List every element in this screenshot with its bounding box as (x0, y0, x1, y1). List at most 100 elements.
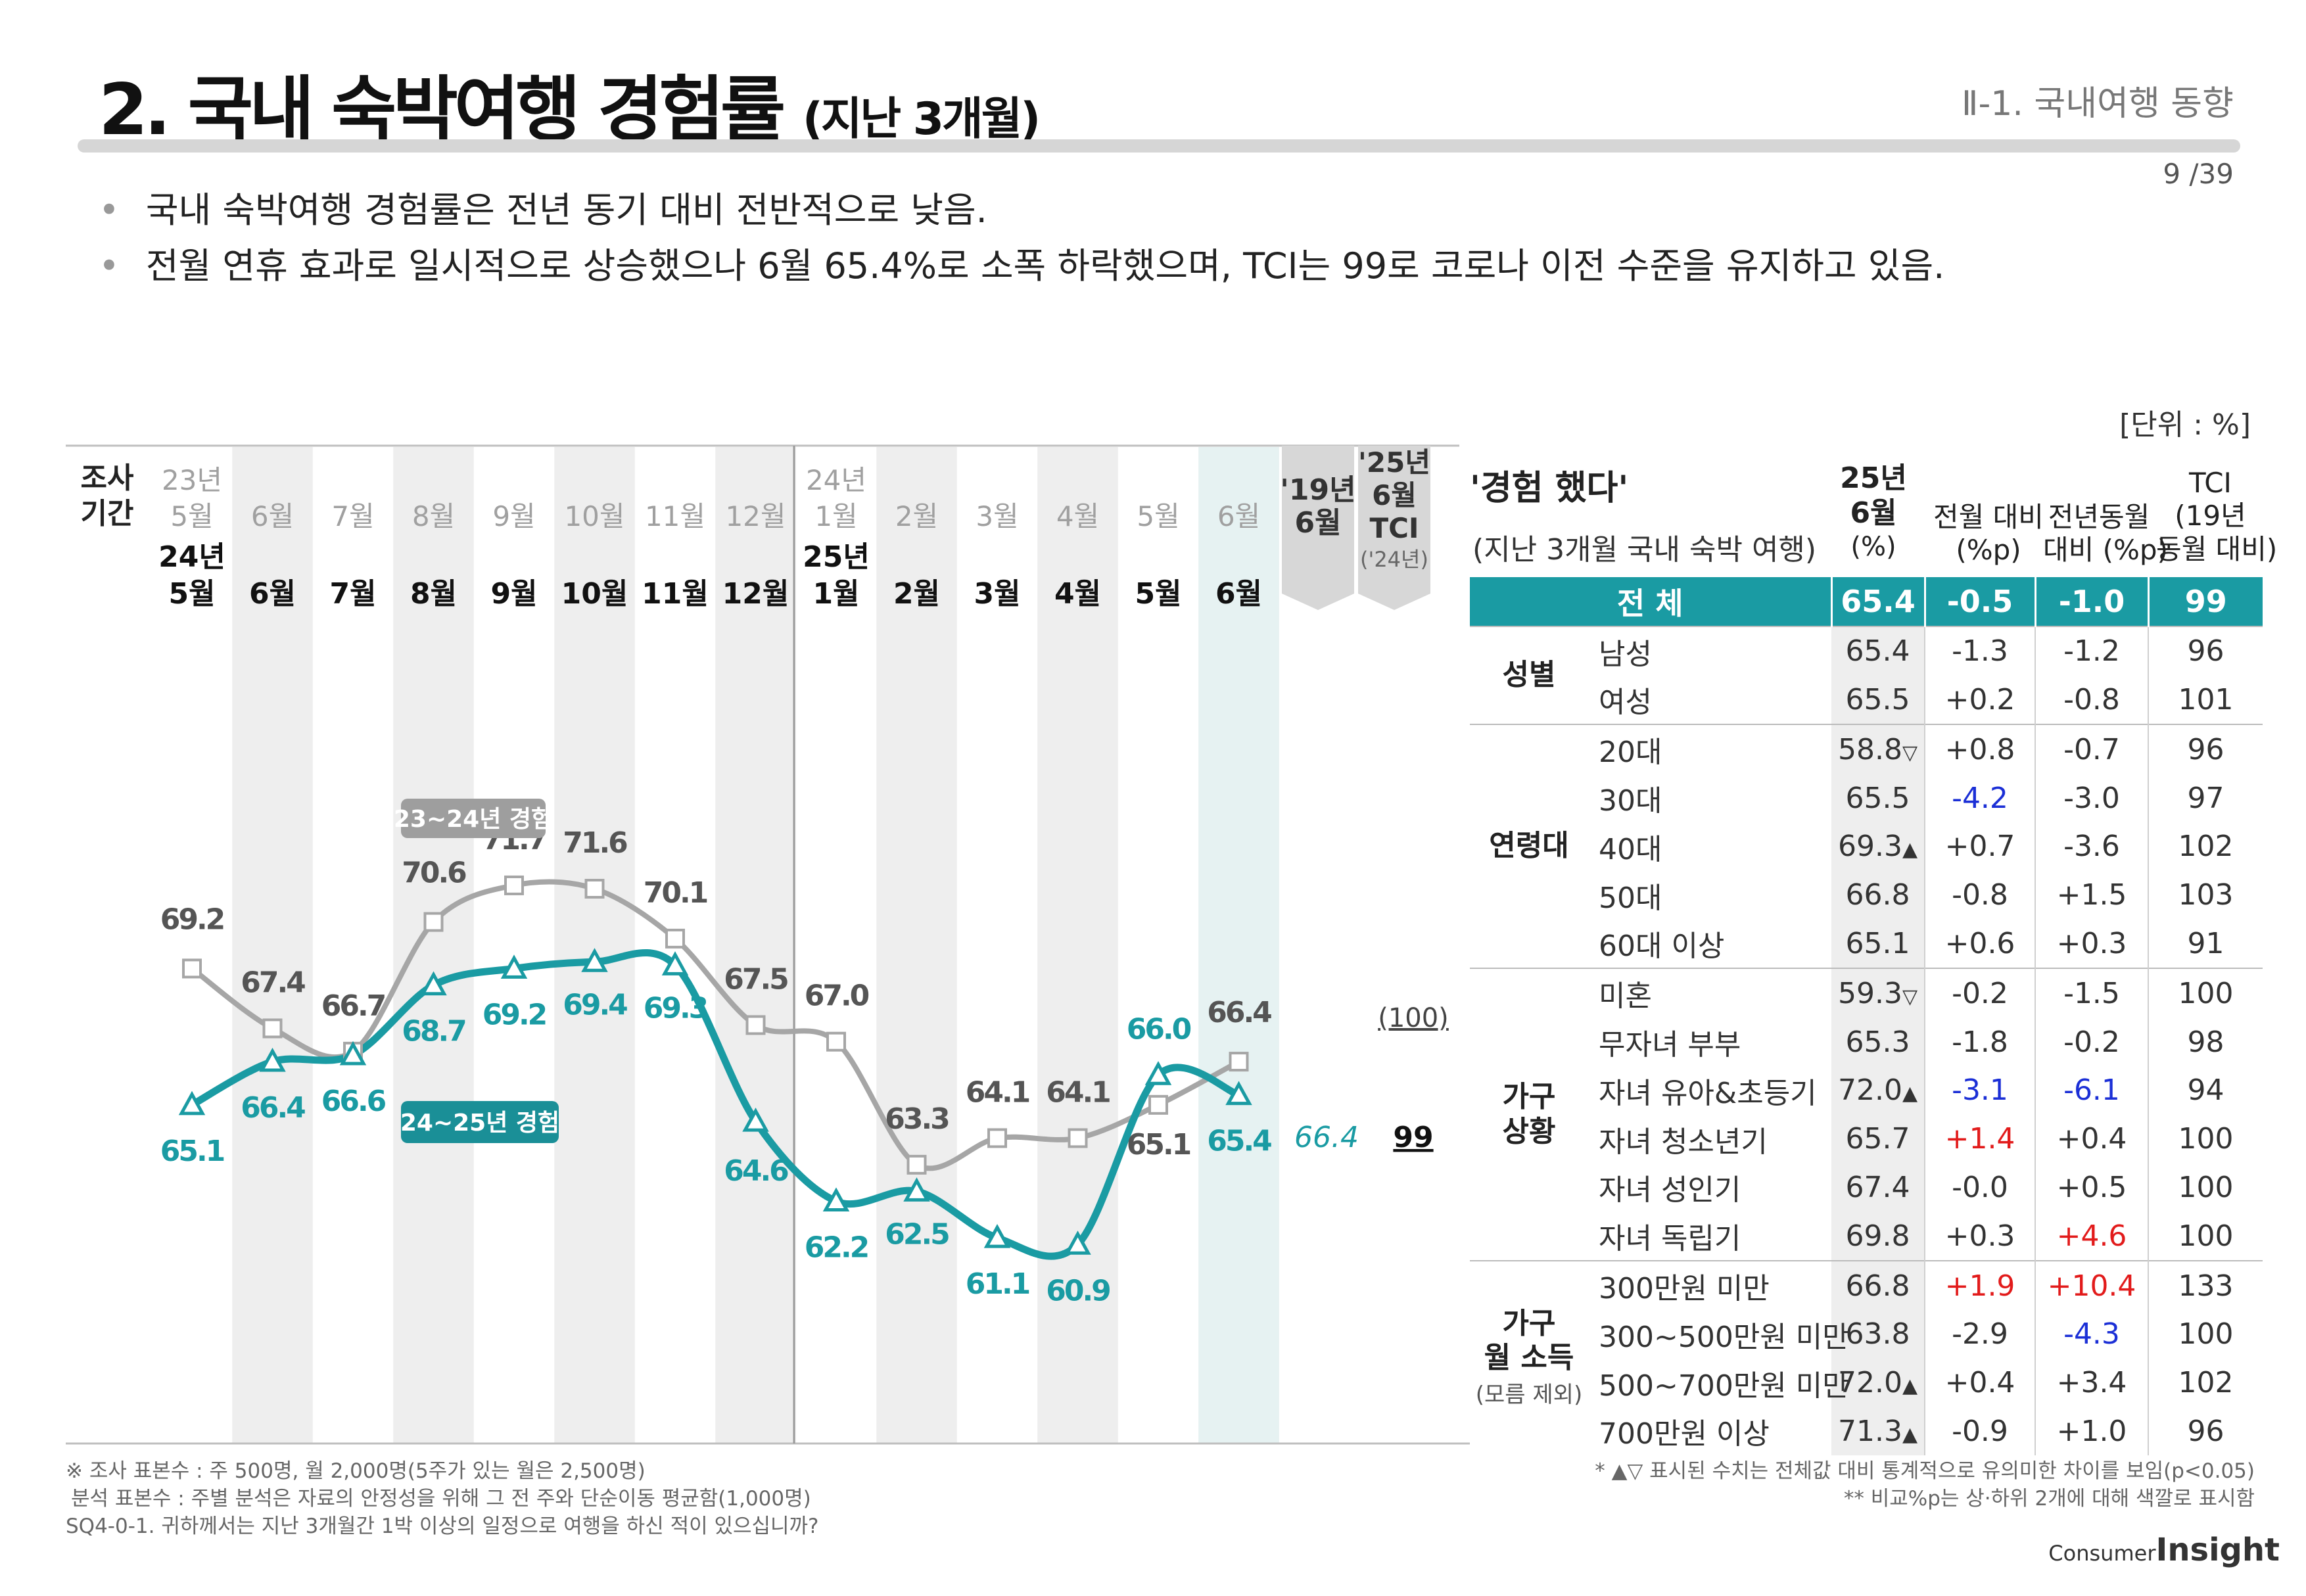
curr-point (178, 1091, 206, 1115)
row-tci: 102 (2148, 1358, 2263, 1407)
prev-point (182, 958, 202, 979)
legend-curr-label: 24~25년 경험 (400, 1110, 559, 1137)
month-band-highlight (1198, 447, 1279, 1443)
row-label: 자녀 독립기 (1599, 1222, 1741, 1256)
row-mom: -0.8 (1924, 870, 2035, 920)
row-tci: 96 (2148, 724, 2263, 774)
prev-data-label: 63.3 (885, 1102, 949, 1136)
curr-month-tick: 12월 (722, 577, 789, 611)
row-value: 65.5 (1831, 774, 1925, 822)
brand-logo: ConsumerInsight (2048, 1532, 2280, 1568)
prev-month-tick: 9월 (492, 500, 535, 532)
row-yoy: -3.6 (2035, 822, 2148, 871)
prev-month-tick: 11월 (645, 500, 705, 532)
bullet-1: • 국내 숙박여행 경험률은 전년 동기 대비 전반적으로 낮음. (99, 189, 987, 231)
ref-19-label-1: '19년 (1280, 473, 1355, 507)
row-tci: 96 (2148, 625, 2263, 676)
prev-point (906, 1154, 927, 1175)
th-yoy: 전년동월 대비 (%p) (2043, 501, 2168, 567)
curr-point (500, 954, 528, 979)
curr-month-tick: 5월 (1135, 577, 1181, 611)
curr-point (1144, 1061, 1172, 1085)
footnote-right-1: * ▲▽ 표시된 수치는 전체값 대비 통계적으로 유의미한 차이를 보임(p<… (1595, 1459, 2255, 1483)
ref-col-bg-2 (1358, 446, 1430, 594)
prev-data-label: 70.6 (402, 857, 466, 890)
row-mom: +0.6 (1924, 919, 2035, 969)
row-tci: 102 (2148, 822, 2263, 871)
legend-prev: 23~24년 경험 (394, 799, 553, 838)
row-tci: 100 (2148, 1309, 2263, 1359)
curr-point (903, 1177, 930, 1202)
prev-point (423, 912, 444, 932)
tci-value: 99 (1393, 1121, 1433, 1154)
prev-data-label: 67.4 (241, 966, 305, 999)
ref-tci-label-3: TCI (1369, 512, 1419, 544)
row-value: 72.0▲ (1831, 1358, 1925, 1407)
row-yoy: -3.0 (2035, 774, 2148, 822)
row-value: 65.1 (1831, 919, 1925, 969)
row-value: 63.8 (1831, 1309, 1925, 1359)
prev-point (826, 1031, 846, 1052)
row-mom: +1.9 (1924, 1260, 2035, 1310)
legend-prev-label: 23~24년 경험 (394, 806, 553, 833)
table-row: 자녀 청소년기 65.7 +1.4 +0.4 100 (1470, 1114, 2263, 1163)
row-label: 40대 (1599, 832, 1662, 866)
month-band (232, 447, 313, 1443)
th-tci: TCI (19년 동월 대비) (2156, 467, 2278, 565)
curr-month-tick: 2월 (893, 577, 940, 611)
prev-point (584, 879, 605, 899)
prev-data-label: 70.1 (644, 876, 707, 910)
th-mom: 전월 대비 (%p) (1933, 501, 2044, 567)
group-household: 가구 상황 (1470, 968, 1588, 1261)
table-row: 60대 이상 65.1 +0.6 +0.3 91 (1470, 919, 2263, 969)
row-label: 자녀 유아&초등기 (1599, 1076, 1817, 1110)
table-row-total: 전 체 65.4 -0.5 -1.0 99 (1470, 577, 2263, 626)
row-yoy: +0.3 (2035, 919, 2148, 969)
row-value: 69.8 (1831, 1211, 1925, 1261)
row-label: 미혼 (1588, 968, 1831, 1018)
prev-data-label: 64.1 (1046, 1075, 1110, 1109)
table-row: 자녀 성인기 67.4 -0.0 +0.5 100 (1470, 1163, 2263, 1212)
row-yoy: +1.5 (2035, 870, 2148, 920)
prev-data-label: 71.6 (563, 826, 627, 860)
row-yoy: +0.5 (2035, 1163, 2148, 1212)
row-label: 300~500만원 미만 (1599, 1320, 1849, 1354)
ref-col-bg-1 (1282, 446, 1354, 594)
prev-month-tick: 12월 (725, 500, 786, 532)
prev-point (1068, 1128, 1088, 1148)
row-tci: 133 (2148, 1260, 2263, 1310)
row-label: 30대 (1599, 784, 1662, 818)
curr-data-label: 66.0 (1127, 1012, 1191, 1046)
row-tci: 94 (2148, 1066, 2263, 1115)
row-mom: +0.3 (1924, 1211, 2035, 1261)
row-label: 자녀 성인기 (1599, 1173, 1741, 1208)
curr-month-tick: 5월 (168, 577, 215, 611)
row-yoy: -0.8 (2035, 675, 2148, 725)
row-tci: 100 (2148, 1114, 2263, 1163)
table-row: 자녀 유아&초등기 72.0▲ -3.1 -6.1 94 (1470, 1066, 2263, 1115)
row-tci: 100 (2148, 968, 2263, 1018)
curr-data-label: 65.1 (160, 1135, 224, 1168)
prev-month-tick: 4월 (1056, 500, 1099, 532)
row-yoy: -1.2 (2035, 625, 2148, 676)
curr-year-tick: 24년 (158, 540, 225, 574)
curr-point (1225, 1081, 1252, 1106)
row-label: 60대 이상 (1599, 929, 1725, 964)
ref-19-label-2: 6월 (1294, 506, 1341, 540)
prev-month-tick: 1월 (814, 500, 857, 532)
table-row: 연령대 20대 58.8▽ +0.8 -0.7 96 (1470, 724, 2263, 969)
row-tci: 101 (2148, 675, 2263, 725)
ref-tci-label-1: '25년 (1358, 446, 1430, 479)
row-label: 여성 (1599, 686, 1652, 720)
row-yoy: -0.2 (2035, 1018, 2148, 1066)
row-mom: -3.1 (1924, 1066, 2035, 1115)
table-row: 무자녀 부부 65.3 -1.8 -0.2 98 (1470, 1018, 2263, 1066)
prev-month-tick: 2월 (895, 500, 938, 532)
prev-year-tick: 23년 (162, 464, 222, 496)
curr-data-label: 66.4 (241, 1091, 305, 1125)
curr-data-label: 69.2 (482, 998, 546, 1031)
prev-point (987, 1128, 1007, 1148)
month-band (554, 447, 635, 1443)
prev-year-tick: 24년 (806, 464, 866, 496)
section-label: Ⅱ-1. 국내여행 동향 (1961, 84, 2234, 124)
